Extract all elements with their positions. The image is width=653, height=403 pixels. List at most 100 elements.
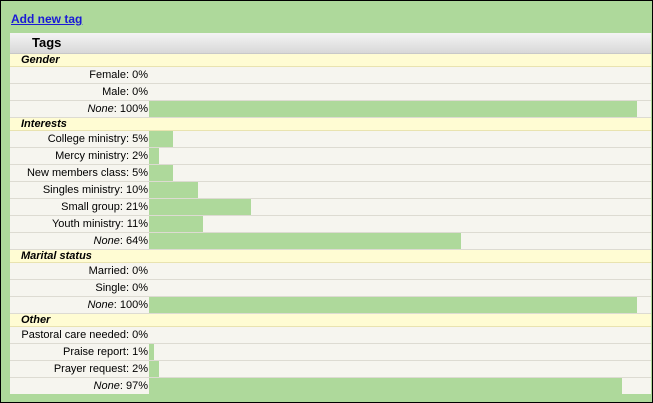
tag-name: Married (88, 265, 126, 277)
bar-track (149, 233, 651, 249)
percentage-bar (149, 148, 159, 164)
tag-label: None: 100% (10, 101, 149, 117)
percentage-bar (149, 165, 173, 181)
tag-label: None: 97% (10, 378, 149, 394)
tag-sections: Gender Female: 0% Male: 0% None: 100% Intere… (10, 54, 651, 394)
percentage-bar (149, 101, 637, 117)
section-header: Other (10, 314, 651, 327)
percentage-bar (149, 182, 198, 198)
tag-label: Male: 0% (10, 84, 149, 100)
tag-name: None (93, 235, 120, 247)
tag-label: Single: 0% (10, 280, 149, 296)
tag-name: Prayer request (53, 363, 126, 375)
tag-label: Small group: 21% (10, 199, 149, 215)
section-header: Marital status (10, 250, 651, 263)
tag-percent: 97% (125, 380, 148, 392)
tag-percent: 21% (125, 201, 148, 213)
label-separator: : (119, 201, 126, 213)
tag-row: Male: 0% (10, 84, 651, 101)
bar-track (149, 263, 651, 279)
tag-name: None (87, 299, 114, 311)
tag-label: None: 100% (10, 297, 149, 313)
tag-percent: 11% (126, 218, 148, 230)
bar-track (149, 199, 651, 215)
bar-track (149, 361, 651, 377)
tag-row: Mercy ministry: 2% (10, 148, 651, 165)
label-separator: : (125, 69, 133, 81)
tag-label: College ministry: 5% (10, 131, 149, 147)
percentage-bar (149, 216, 203, 232)
label-separator: : (119, 235, 126, 247)
tag-row: Single: 0% (10, 280, 651, 297)
tag-label: Youth ministry: 11% (10, 216, 149, 232)
label-separator: : (125, 265, 133, 277)
panel-title: Tags (10, 33, 651, 54)
tag-percent: 5% (132, 133, 148, 145)
tag-label: Praise report: 1% (10, 344, 149, 360)
tag-name: Pastoral care needed (21, 329, 126, 341)
bar-track (149, 344, 651, 360)
label-separator: : (125, 150, 133, 162)
tag-percent: 0% (132, 69, 148, 81)
percentage-bar (149, 233, 461, 249)
bar-track (149, 216, 651, 232)
tag-name: Single (95, 282, 126, 294)
percentage-bar (149, 344, 154, 360)
tag-row: None: 97% (10, 378, 651, 394)
label-separator: : (125, 329, 133, 341)
label-separator: : (125, 133, 133, 145)
tag-percent: 100% (119, 103, 148, 115)
tag-percent: 5% (132, 167, 148, 179)
label-separator: : (113, 299, 120, 311)
label-separator: : (119, 380, 126, 392)
tag-row: Praise report: 1% (10, 344, 651, 361)
label-separator: : (113, 103, 120, 115)
tag-row: Prayer request: 2% (10, 361, 651, 378)
label-separator: : (125, 282, 133, 294)
tag-row: Singles ministry: 10% (10, 182, 651, 199)
bar-track (149, 297, 651, 313)
tag-row: Small group: 21% (10, 199, 651, 216)
label-separator: : (119, 184, 126, 196)
tag-percent: 0% (132, 282, 148, 294)
tag-percent: 0% (132, 329, 148, 341)
bar-track (149, 67, 651, 83)
tag-name: Praise report (62, 346, 126, 358)
tag-row: None: 100% (10, 297, 651, 314)
bar-track (149, 327, 651, 343)
tag-percent: 0% (132, 265, 148, 277)
tag-row: None: 64% (10, 233, 651, 250)
add-new-tag-link[interactable]: Add new tag (11, 12, 83, 26)
tag-row: Female: 0% (10, 67, 651, 84)
bar-track (149, 165, 651, 181)
bar-track (149, 131, 651, 147)
tag-name: Female (89, 69, 126, 81)
percentage-bar (149, 378, 622, 394)
tag-label: Married: 0% (10, 263, 149, 279)
percentage-bar (149, 131, 173, 147)
tag-name: Mercy ministry (55, 150, 126, 162)
tags-panel: Tags Gender Female: 0% Male: 0% None: 100% I… (10, 33, 651, 394)
tag-label: None: 64% (10, 233, 149, 249)
bar-track (149, 101, 651, 117)
tag-percent: 2% (132, 363, 148, 375)
tag-label: Singles ministry: 10% (10, 182, 149, 198)
tag-name: Singles ministry (42, 184, 120, 196)
percentage-bar (149, 199, 251, 215)
tag-label: New members class: 5% (10, 165, 149, 181)
bar-track (149, 280, 651, 296)
tag-name: Youth ministry (51, 218, 121, 230)
tag-percent: 1% (132, 346, 148, 358)
tag-row: Married: 0% (10, 263, 651, 280)
tag-label: Female: 0% (10, 67, 149, 83)
tag-row: None: 100% (10, 101, 651, 118)
percentage-bar (149, 297, 637, 313)
tag-label: Mercy ministry: 2% (10, 148, 149, 164)
tag-name: None (93, 380, 120, 392)
tag-percent: 100% (119, 299, 148, 311)
tag-percent: 64% (125, 235, 148, 247)
tag-percent: 2% (132, 150, 148, 162)
label-separator: : (125, 86, 133, 98)
tag-name: New members class (26, 167, 126, 179)
